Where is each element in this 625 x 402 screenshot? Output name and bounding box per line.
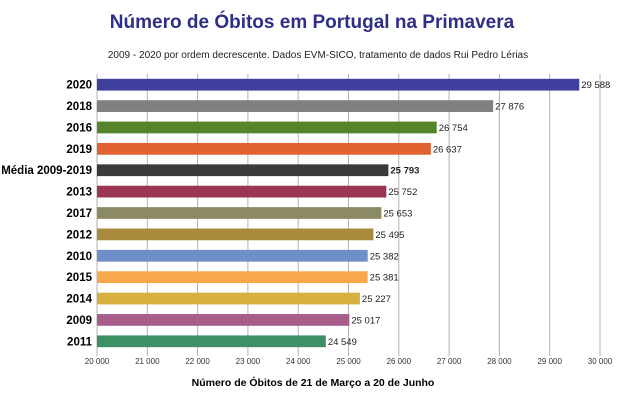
category-label: 2020: [66, 80, 92, 92]
bars: [97, 78, 580, 348]
x-tick-labels: 20 000 21 000 22 000 23 000 24 000 25 000 26 0…: [85, 357, 613, 366]
value-label: 25 227: [362, 294, 391, 305]
x-tick-label: 26 000: [387, 357, 412, 366]
x-tick-label: 29 000: [537, 357, 562, 366]
x-tick-label: 27 000: [437, 357, 462, 366]
x-tick-label: 22 000: [185, 357, 210, 366]
bar: [97, 314, 350, 326]
bar: [97, 335, 326, 348]
category-label: 2009: [66, 315, 92, 327]
value-label: 25 495: [375, 230, 404, 241]
value-labels: 29 588 27 876 26 754 26 637 25 793 25 752 25 6…: [328, 80, 611, 348]
category-label: 2012: [66, 229, 92, 241]
value-label: 26 754: [439, 123, 468, 134]
bar: [97, 78, 580, 91]
bar: [97, 292, 360, 305]
bar: [97, 100, 494, 112]
value-label: 25 017: [351, 315, 380, 326]
value-label: 25 752: [388, 187, 417, 198]
x-tick-label: 20 000: [85, 357, 110, 366]
bar: [97, 185, 387, 198]
value-label: 26 637: [433, 144, 462, 155]
bar: [97, 271, 368, 284]
bar: [97, 164, 389, 177]
x-tick-label: 24 000: [286, 357, 311, 366]
x-tick-label: 30 000: [588, 357, 613, 366]
category-label: 2017: [66, 208, 92, 220]
chart-subtitle: 2009 - 2020 por ordem decrescente. Dados…: [108, 50, 528, 61]
bar: [97, 121, 437, 134]
category-label: 2019: [66, 144, 92, 156]
bar: [97, 142, 431, 155]
category-label: 2016: [66, 122, 92, 134]
value-label: 25 381: [370, 273, 399, 284]
value-label: 29 588: [581, 80, 610, 91]
category-label: 2011: [67, 336, 93, 348]
x-tick-label: 25 000: [336, 357, 361, 366]
category-label: Média 2009-2019: [1, 165, 92, 177]
value-label: 24 549: [328, 337, 357, 348]
x-axis-label: Número de Óbitos de 21 de Março a 20 de …: [192, 376, 435, 389]
value-label: 27 876: [495, 102, 524, 113]
category-label: 2015: [66, 272, 92, 284]
category-labels: 2020 2018 2016 2019 Média 2009-2019 2013 2017 2…: [1, 80, 92, 349]
category-label: 2013: [66, 187, 92, 199]
bar: [97, 249, 368, 262]
x-tick-label: 23 000: [236, 357, 261, 366]
x-tick-label: 21 000: [135, 357, 160, 366]
bar: [97, 228, 374, 241]
x-tick-label: 28 000: [487, 357, 512, 366]
chart-title: Número de Óbitos em Portugal na Primaver…: [110, 11, 515, 33]
value-label: 25 653: [383, 209, 412, 220]
category-label: 2010: [66, 251, 92, 263]
value-label: 25 382: [370, 251, 399, 262]
value-label: 25 793: [390, 166, 419, 177]
bar: [97, 207, 382, 219]
category-label: 2018: [66, 101, 92, 113]
category-label: 2014: [66, 294, 92, 306]
